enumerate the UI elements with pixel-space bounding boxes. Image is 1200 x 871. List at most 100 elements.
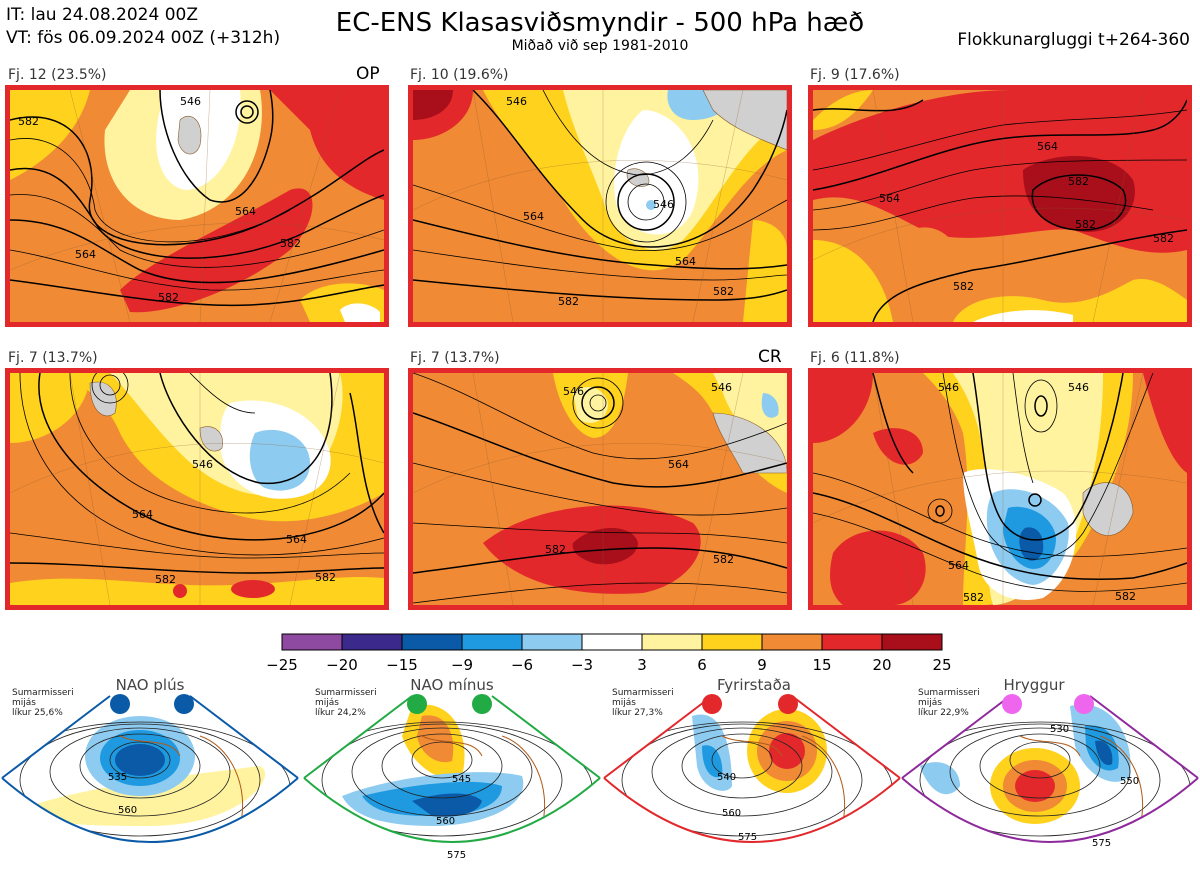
regime-contour-label: 545: [452, 774, 471, 785]
regime-note-line: líkur 24,2%: [315, 708, 366, 718]
regime-map-nao-minus: 545 560 575: [302, 676, 602, 871]
cluster-map-panel-5: 546 564 582 546 582: [408, 368, 792, 610]
regime-contour-label: 560: [722, 808, 741, 819]
contour-label: 582: [963, 591, 984, 604]
colorbar-swatch: [461, 633, 523, 651]
cluster-map-panel-1: 582 564 546 564 582 582: [5, 85, 389, 327]
panel-1-caption: Fj. 12 (23.5%): [8, 67, 107, 83]
contour-label: 582: [155, 573, 176, 586]
regime-contour-label: 560: [436, 816, 455, 827]
contour-label: 582: [1153, 232, 1174, 245]
regime-4-name: Hryggur: [1003, 676, 1065, 694]
contour-label: 564: [75, 248, 96, 261]
colorbar-tick-label: −20: [326, 656, 358, 674]
colorbar-tick-label: 9: [757, 656, 767, 674]
panel-5-tag: CR: [758, 347, 782, 367]
contour-label: 564: [879, 192, 900, 205]
regime-map-nao-plus: 535 560: [0, 676, 300, 871]
regime-note-line: mijás: [12, 698, 36, 708]
colorbar-swatch: [641, 633, 703, 651]
colorbar-tick-label: −15: [386, 656, 418, 674]
regime-note-line: mijás: [612, 698, 636, 708]
contour-label: 564: [675, 255, 696, 268]
regime-note-line: Sumarmisseri: [612, 688, 674, 698]
contour-label: 564: [1037, 140, 1058, 153]
contour-label: 546: [192, 458, 213, 471]
contour-label: 564: [132, 508, 153, 521]
panel-3-caption: Fj. 9 (17.6%): [810, 67, 900, 83]
regime-contour-label: 560: [118, 805, 137, 816]
colorbar-swatch: [761, 633, 823, 651]
colorbar-swatch: [881, 633, 943, 651]
contour-label: 564: [523, 210, 544, 223]
page-subtitle: Miðað við sep 1981-2010: [511, 38, 689, 54]
colorbar-swatch: [581, 633, 643, 651]
contour-label: 582: [280, 237, 301, 250]
contour-label: 582: [1115, 590, 1136, 603]
colorbar-tick-label: 20: [872, 656, 892, 674]
regime-map-ridge: 530 550 575: [900, 676, 1200, 871]
contour-label: 564: [235, 205, 256, 218]
regime-contour-label: 535: [108, 772, 127, 783]
colorbar-swatch: [401, 633, 463, 651]
cluster-map-panel-2: 546 564 546 564 582 582: [408, 85, 792, 327]
colorbar-swatch: [821, 633, 883, 651]
regime-note-line: líkur 22,9%: [918, 708, 969, 718]
valid-time: VT: fös 06.09.2024 00Z (+312h): [6, 28, 281, 48]
init-time: IT: lau 24.08.2024 00Z: [6, 5, 198, 25]
colorbar-tick-label: −6: [510, 656, 534, 674]
regime-2-note: Sumarmisseri mijás líkur 24,2%: [315, 688, 377, 718]
colorbar-tick-label: −3: [570, 656, 594, 674]
regime-contour-label: 575: [738, 832, 757, 843]
cluster-map-panel-3: 564 564 582 582 582 582: [808, 85, 1192, 327]
contour-label: 582: [1075, 218, 1096, 231]
regime-note-line: Sumarmisseri: [918, 688, 980, 698]
contour-label: 582: [558, 295, 579, 308]
panel-1-tag: OP: [356, 64, 380, 84]
colorbar-swatches: [281, 633, 943, 651]
colorbar: [280, 633, 944, 655]
colorbar-tick-label: 3: [637, 656, 647, 674]
regime-contour-label: 550: [1120, 776, 1139, 787]
contour-label: 546: [938, 381, 959, 394]
contour-label: 582: [953, 280, 974, 293]
contour-label: 582: [315, 571, 336, 584]
colorbar-tick-label: 15: [812, 656, 832, 674]
regime-map-blocking: 540 560 575: [602, 676, 902, 871]
contour-label: 546: [180, 95, 201, 108]
contour-label: 546: [653, 198, 674, 211]
panel-4-caption: Fj. 7 (13.7%): [8, 350, 98, 366]
regime-3-note: Sumarmisseri mijás líkur 27,3%: [612, 688, 674, 718]
panel-2-caption: Fj. 10 (19.6%): [410, 67, 509, 83]
contour-label: 582: [545, 543, 566, 556]
regime-note-line: Sumarmisseri: [315, 688, 377, 698]
regime-1-name: NAO plús: [115, 676, 185, 694]
regime-contour-label: 575: [447, 850, 466, 861]
colorbar-swatch: [521, 633, 583, 651]
regime-note-line: Sumarmisseri: [12, 688, 74, 698]
cluster-map-panel-4: 546 564 564 582 582: [5, 368, 389, 610]
contour-label: 546: [711, 381, 732, 394]
contour-label: 582: [158, 291, 179, 304]
regime-note-line: mijás: [315, 698, 339, 708]
contour-label: 546: [1068, 381, 1089, 394]
colorbar-swatch: [341, 633, 403, 651]
contour-label: 582: [713, 285, 734, 298]
contour-label: 582: [18, 115, 39, 128]
page-title: EC-ENS Klasasviðsmyndir - 500 hPa hæð: [335, 8, 865, 38]
regime-contour-label: 540: [717, 772, 736, 783]
regime-4-note: Sumarmisseri mijás líkur 22,9%: [918, 688, 980, 718]
colorbar-tick-label: 6: [697, 656, 707, 674]
regime-contour-label: 575: [1092, 838, 1111, 849]
regime-note-line: mijás: [918, 698, 942, 708]
contour-label: 564: [668, 458, 689, 471]
regime-2-name: NAO mínus: [410, 676, 494, 694]
regime-1-note: Sumarmisseri mijás líkur 25,6%: [12, 688, 74, 718]
contour-label: 582: [713, 553, 734, 566]
contour-label: 546: [506, 95, 527, 108]
regime-note-line: líkur 25,6%: [12, 708, 63, 718]
colorbar-tick-label: −25: [266, 656, 298, 674]
contour-label: 546: [563, 385, 584, 398]
colorbar-swatch: [281, 633, 343, 651]
colorbar-tick-label: 25: [932, 656, 952, 674]
